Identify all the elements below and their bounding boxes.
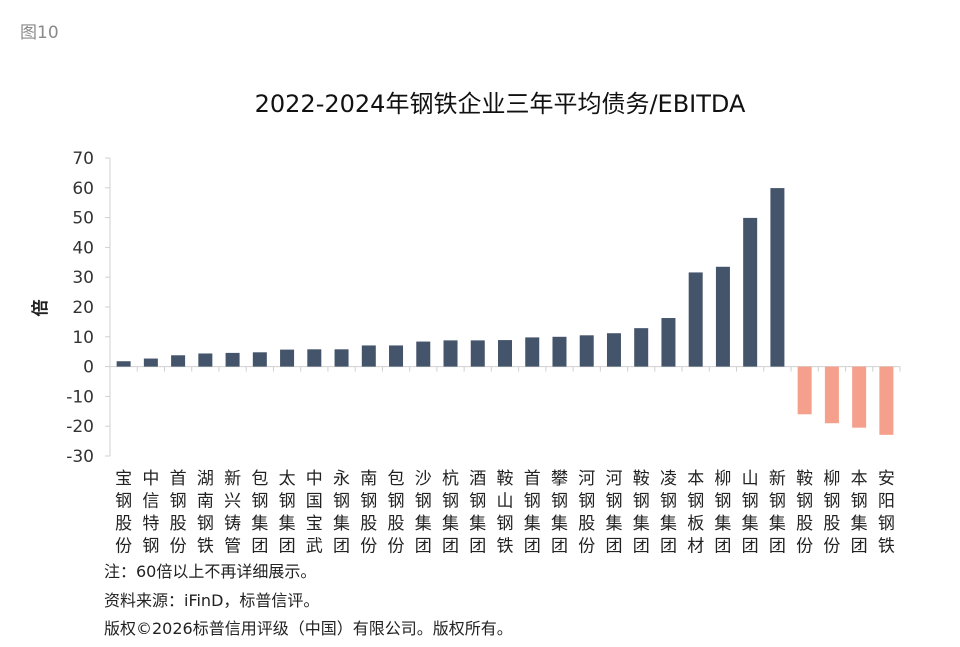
bar-安阳钢铁	[879, 366, 894, 435]
bar-本钢集团	[852, 366, 867, 428]
x-tick-label: 首钢股份	[170, 469, 187, 557]
bar-本钢板材	[688, 272, 703, 367]
y-tick-label: -30	[66, 447, 94, 467]
bar-山钢集团	[743, 217, 758, 367]
x-tick-label: 凌钢集团	[660, 469, 677, 557]
x-tick-label: 新兴铸管	[224, 469, 241, 557]
y-tick-label: 70	[72, 149, 94, 169]
bar-中国宝武	[307, 349, 322, 367]
bar-首钢股份	[171, 355, 186, 367]
x-tick-label: 本钢板材	[687, 469, 704, 557]
x-tick-label: 柳钢集团	[714, 469, 731, 557]
bar-宝钢股份	[116, 361, 131, 367]
bar-鞍山钢铁	[498, 340, 512, 367]
x-tick-label: 包钢股份	[388, 469, 405, 557]
y-tick-label: 0	[83, 358, 94, 378]
note-line: 注：60倍以上不再详细展示。	[104, 562, 317, 581]
x-tick-label: 酒钢集团	[469, 469, 486, 557]
bar-酒钢集团	[470, 340, 485, 367]
bar-中信特钢	[143, 358, 158, 367]
bar-沙钢集团	[416, 341, 431, 367]
chart-title: 2022-2024年钢铁企业三年平均债务/EBITDA	[254, 90, 746, 118]
bar-新兴铸管	[225, 352, 240, 367]
bar-河钢集团	[606, 333, 621, 367]
y-tick-label: -10	[66, 387, 94, 407]
x-tick-label: 首钢集团	[524, 469, 541, 557]
bar-南钢股份	[361, 345, 376, 367]
x-tick-label: 太钢集团	[279, 469, 296, 557]
source-line: 资料来源：iFinD，标普信评。	[104, 591, 320, 610]
x-tick-label: 河钢股份	[578, 469, 595, 557]
x-tick-label: 沙钢集团	[415, 469, 432, 557]
x-tick-label: 攀钢集团	[551, 469, 568, 557]
bar-杭钢集团	[443, 340, 458, 367]
x-tick-label: 鞍钢集团	[633, 469, 650, 557]
bar-鞍钢股份	[797, 366, 812, 415]
bar-太钢集团	[280, 349, 295, 367]
x-tick-label: 湖南钢铁	[197, 469, 214, 557]
x-tick-label: 杭钢集团	[442, 469, 459, 557]
x-tick-label: 河钢集团	[605, 469, 622, 557]
y-tick-label: 20	[72, 298, 94, 318]
bar-湖南钢铁	[198, 353, 213, 367]
y-tick-label: 50	[72, 209, 94, 229]
bar-柳钢股份	[824, 366, 839, 424]
y-axis-label: 倍	[30, 300, 51, 317]
y-tick-label: -20	[66, 417, 94, 437]
figure-label: 图10	[20, 23, 59, 43]
bar-包钢股份	[389, 345, 404, 367]
x-tick-label: 新钢集团	[769, 469, 786, 557]
bar-包钢集团	[252, 352, 267, 367]
bar-河钢股份	[579, 335, 594, 367]
y-tick-label: 40	[72, 238, 94, 258]
bar-凌钢集团	[661, 318, 676, 367]
bar-新钢集团	[770, 188, 785, 367]
x-tick-label: 安阳钢铁	[878, 469, 895, 557]
bar-攀钢集团	[552, 336, 567, 367]
y-tick-label: 30	[72, 268, 94, 288]
bar-首钢集团	[525, 337, 540, 367]
x-tick-label: 包钢集团	[251, 469, 268, 557]
bar-鞍钢集团	[634, 328, 649, 367]
copyright-line: 版权©2026标普信用评级（中国）有限公司。版权所有。	[104, 619, 513, 638]
x-tick-label: 宝钢股份	[115, 469, 132, 557]
x-tick-label: 柳钢股份	[823, 469, 840, 557]
bar-永钢集团	[334, 349, 349, 367]
bar-柳钢集团	[715, 266, 730, 367]
x-tick-label: 本钢集团	[851, 469, 868, 557]
x-tick-label: 山钢集团	[742, 469, 759, 557]
x-tick-label: 永钢集团	[333, 469, 350, 557]
x-tick-label: 鞍山钢铁	[497, 469, 514, 557]
y-tick-label: 60	[72, 179, 94, 199]
x-tick-label: 南钢股份	[360, 469, 377, 557]
x-tick-label: 中信特钢	[142, 469, 159, 557]
x-tick-label: 中国宝武	[306, 469, 323, 557]
x-tick-label: 鞍钢股份	[796, 469, 813, 557]
y-tick-label: 10	[72, 328, 94, 348]
